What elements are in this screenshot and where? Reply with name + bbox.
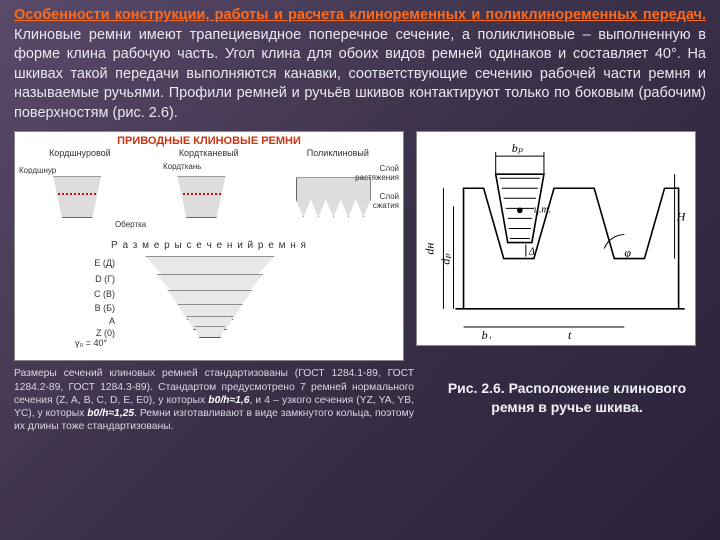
col-2: Кордтканевый <box>179 148 239 158</box>
lbl-obertka: Обертка <box>115 220 146 229</box>
stk-lbl-c: C (В) <box>94 289 115 299</box>
belt-column-labels: Кордшнуровой Кордтканевый Поликлиновый <box>15 148 403 158</box>
stk-lbl-z: Z (0) <box>96 328 115 338</box>
desc-b1: b0/h≈1,6 <box>208 395 249 406</box>
figure-caption: Рис. 2.6. Расположение клинового ремня в… <box>432 367 702 433</box>
col-1: Кордшнуровой <box>49 148 111 158</box>
trap-1 <box>47 176 107 218</box>
description-text: Размеры сечений клиновых ремней стандарт… <box>14 367 414 433</box>
sizes-title: Р а з м е р ы с е ч е н и й р е м н я <box>15 240 403 251</box>
angle-label: γ₀ = 40° <box>75 338 107 348</box>
lbl-kordshnur: Кордшнур <box>19 166 56 175</box>
stk-lbl-e: E (Д) <box>94 258 115 268</box>
belt-title: ПРИВОДНЫЕ КЛИНОВЫЕ РЕМНИ <box>15 135 403 147</box>
caption-l1: Рис. 2.6. Расположение клинового <box>432 379 702 397</box>
lbl-H: H <box>676 210 687 224</box>
belt-shapes <box>15 162 403 232</box>
lbl-b1: b₁ <box>482 328 492 339</box>
lbl-sloy-rast: Слой растяжения <box>349 164 399 182</box>
lbl-dn: dн <box>423 243 436 255</box>
stk-lbl-b: B (Б) <box>95 303 115 313</box>
technical-drawing: bₚ H dн dₚ b₁ t φ Δ ц.т. <box>423 138 689 339</box>
lbl-delta: Δ <box>528 247 535 258</box>
main-paragraph: Особенности конструкции, работы и расчет… <box>0 0 720 131</box>
lbl-sloy-szh: Слой сжатия <box>359 192 399 210</box>
desc-b2: b0/h≈1,25 <box>87 408 134 419</box>
stk-z <box>190 326 230 338</box>
figures-row: ПРИВОДНЫЕ КЛИНОВЫЕ РЕМНИ Кордшнуровой Ко… <box>0 131 720 361</box>
main-body: Клиновые ремни имеют трапециевидное попе… <box>14 27 706 121</box>
lbl-bp: bₚ <box>512 141 524 155</box>
lbl-t: t <box>568 328 572 339</box>
stk-lbl-d: D (Г) <box>95 274 115 284</box>
stk-lbl-a: A <box>109 316 115 326</box>
col-3: Поликлиновый <box>307 148 369 158</box>
lbl-phi: φ <box>624 246 631 260</box>
highlight-title: Особенности конструкции, работы и расчет… <box>14 7 706 23</box>
stack-wrap: E (Д) D (Г) C (В) B (Б) A Z (0) γ₀ = 40° <box>75 256 345 356</box>
caption-l2: ремня в ручье шкива. <box>432 398 702 416</box>
trap-2 <box>171 176 231 218</box>
lbl-kordtkan: Кордткань <box>163 162 201 171</box>
figure-left-belts: ПРИВОДНЫЕ КЛИНОВЫЕ РЕМНИ Кордшнуровой Ко… <box>14 131 404 361</box>
figure-right-groove: bₚ H dн dₚ b₁ t φ Δ ц.т. <box>416 131 696 346</box>
lbl-cm: ц.т. <box>534 205 551 216</box>
bottom-row: Размеры сечений клиновых ремней стандарт… <box>0 361 720 433</box>
lbl-dp: dₚ <box>438 253 452 265</box>
